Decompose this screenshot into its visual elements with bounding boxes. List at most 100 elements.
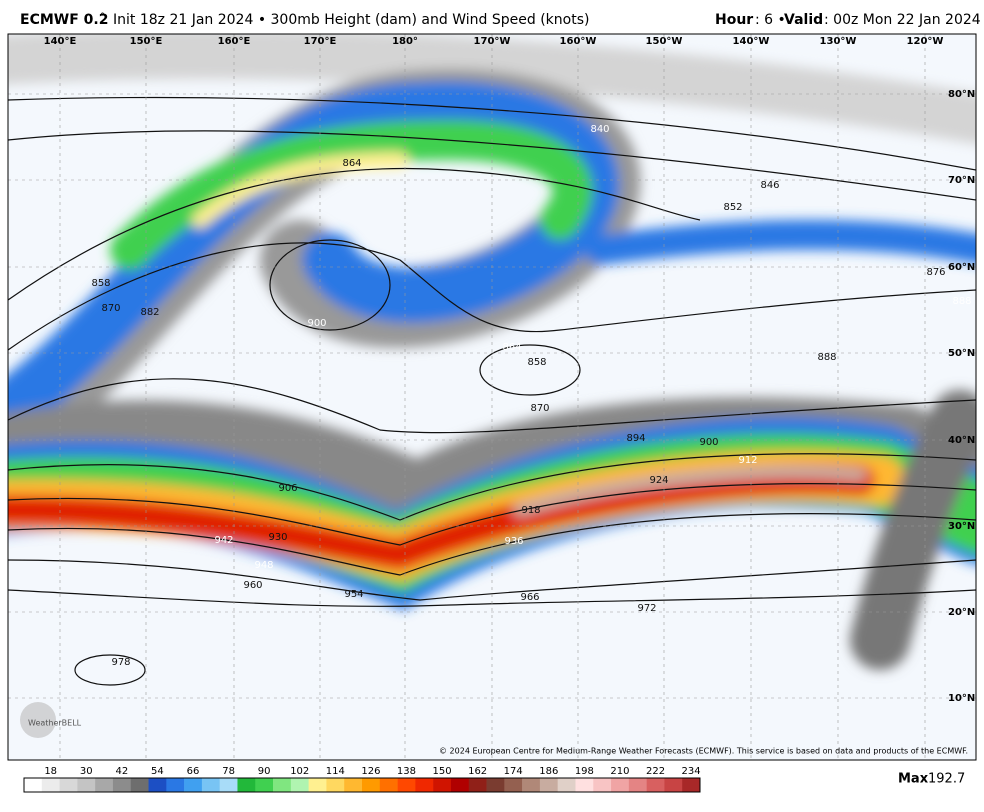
colorbar-segment: [397, 778, 416, 792]
colorbar-segment: [522, 778, 541, 792]
contour-label: 894: [626, 433, 645, 444]
contour-label: 906: [278, 483, 297, 494]
contour-label: 960: [243, 580, 262, 591]
colorbar-segment: [504, 778, 523, 792]
max-label: Max: [898, 772, 929, 787]
map-frame: [7, 33, 977, 761]
longitude-label: 120°W: [907, 36, 944, 47]
contour-label: 840: [590, 124, 609, 135]
colorbar-tick-label: 42: [115, 766, 128, 777]
colorbar-segment: [362, 778, 381, 792]
colorbar-segment: [219, 778, 238, 792]
contour-label: 954: [344, 589, 363, 600]
colorbar-segment: [290, 778, 309, 792]
colorbar-segment: [450, 778, 470, 792]
valid-text: : 00z Mon 22 Jan 2024: [824, 12, 981, 28]
colorbar-tick-label: 186: [539, 766, 558, 777]
contour-label: 930: [268, 532, 287, 543]
model-name: ECMWF 0.2: [20, 12, 108, 28]
colorbar-segment: [201, 778, 220, 792]
colorbar-tick-label: 114: [326, 766, 345, 777]
contour-label: 936: [504, 536, 523, 547]
contour-label: 942: [214, 535, 233, 546]
colorbar-segment: [646, 778, 665, 792]
contour-label: 978: [111, 657, 130, 668]
colorbar-tick-label: 234: [682, 766, 701, 777]
colorbar-segment: [557, 778, 576, 792]
degree: °: [100, 12, 105, 23]
contour-label: 888: [817, 352, 836, 363]
longitude-label: 140°W: [733, 36, 770, 47]
contour-label: 900: [699, 437, 718, 448]
colorbar-tick-label: 210: [610, 766, 629, 777]
colorbar: 18 30 42 54 66 78 90 102 114 126 138 150 162 174 186 19…: [23, 766, 701, 793]
colorbar-segment: [593, 778, 612, 792]
longitude-label: 160°E: [218, 36, 251, 47]
colorbar-segment: [326, 778, 345, 792]
longitude-label: 140°E: [44, 36, 77, 47]
longitude-label: 150°E: [130, 36, 163, 47]
colorbar-tick-label: 30: [80, 766, 93, 777]
latitude-label: 10°N: [948, 693, 975, 704]
contour-label: 882: [140, 307, 159, 318]
colorbar-tick-label: 54: [151, 766, 164, 777]
longitude-label: 170°E: [304, 36, 337, 47]
colorbar-segment: [184, 778, 203, 792]
contour-label: 966: [520, 592, 539, 603]
colorbar-segment: [433, 778, 452, 792]
colorbar-segment: [148, 778, 167, 792]
contour-label: 858: [91, 278, 110, 289]
contour-label: 846: [760, 180, 779, 191]
contour-label: 972: [637, 603, 656, 614]
latitude-label: 50°N: [948, 348, 975, 359]
contour-label: 870: [101, 303, 120, 314]
colorbar-tick-label: 138: [397, 766, 416, 777]
colorbar-tick-label: 150: [433, 766, 452, 777]
colorbar-segment: [682, 778, 701, 792]
watermark: WeatherBELL: [28, 719, 82, 728]
colorbar-segment: [112, 778, 132, 792]
colorbar-segment: [486, 778, 505, 792]
colorbar-segment: [130, 778, 149, 792]
colorbar-segment: [611, 778, 630, 792]
contour-label: 888: [952, 296, 971, 307]
colorbar-segment: [628, 778, 647, 792]
contour-label: 924: [649, 475, 668, 486]
hour-text: : 6 •: [755, 12, 786, 28]
longitude-label: 160°W: [560, 36, 597, 47]
colorbar-tick-label: 126: [361, 766, 380, 777]
colorbar-tick-label: 198: [575, 766, 594, 777]
colorbar-tick-label: 222: [646, 766, 665, 777]
colorbar-segment: [41, 778, 60, 792]
max-value: 192.7: [928, 772, 965, 787]
colorbar-segment: [415, 778, 434, 792]
colorbar-segment: [77, 778, 96, 792]
colorbar-tick-label: 162: [468, 766, 487, 777]
colorbar-segment: [237, 778, 256, 792]
hour-label: Hour: [715, 12, 753, 28]
map: 140°E 150°E 160°E 170°E 180° 170°W 160°W 150°W 1…: [8, 34, 976, 760]
contour-label: 912: [738, 455, 757, 466]
contour-label: 870: [530, 403, 549, 414]
colorbar-segment: [344, 778, 363, 792]
colorbar-tick-label: 174: [504, 766, 523, 777]
colorbar-segment: [379, 778, 398, 792]
longitude-label: 130°W: [820, 36, 857, 47]
contour-label: 858: [527, 357, 546, 368]
colorbar-segment: [95, 778, 114, 792]
colorbar-segment: [575, 778, 594, 792]
longitude-label: 150°W: [646, 36, 683, 47]
contour-label: 948: [254, 560, 273, 571]
colorbar-tick-label: 102: [290, 766, 309, 777]
colorbar-segment: [308, 778, 327, 792]
latitude-label: 60°N: [948, 262, 975, 273]
colorbar-tick-label: 78: [222, 766, 235, 777]
contour-label: 876: [926, 267, 945, 278]
colorbar-tick-label: 90: [258, 766, 271, 777]
contour-label: 852: [723, 202, 742, 213]
latitude-label: 80°N: [948, 89, 975, 100]
valid-label: Valid: [784, 12, 823, 28]
colorbar-tick-label: 18: [44, 766, 57, 777]
latitude-label: 30°N: [948, 521, 975, 532]
